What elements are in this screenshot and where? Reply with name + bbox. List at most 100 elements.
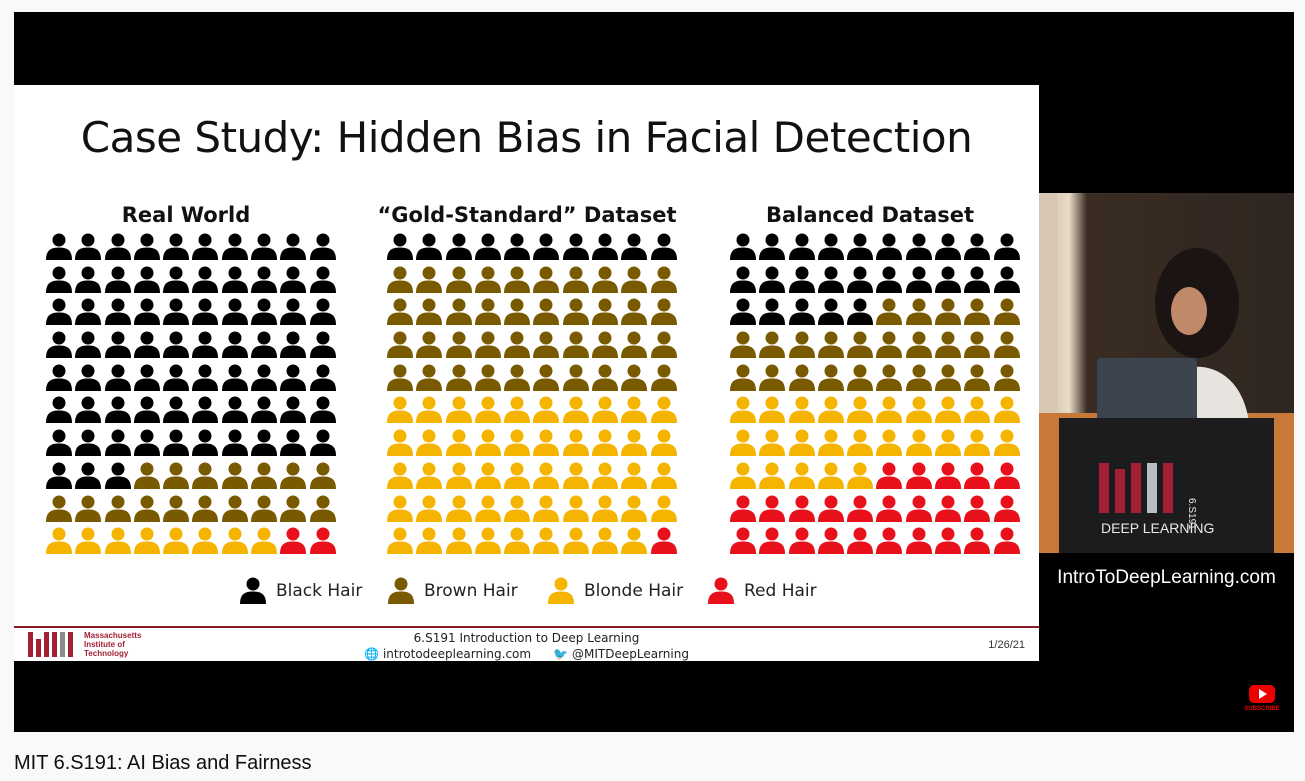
person-blonde-hair-icon xyxy=(504,527,531,555)
person-red-hair-icon xyxy=(280,527,307,555)
person-blonde-hair-icon xyxy=(905,429,932,457)
podium-text: DEEP LEARNING xyxy=(1101,520,1214,536)
person-blonde-hair-icon xyxy=(104,527,131,555)
person-black-hair-icon xyxy=(280,331,307,359)
person-black-hair-icon xyxy=(46,396,72,424)
person-blonde-hair-icon xyxy=(730,462,756,489)
person-black-hair-icon xyxy=(46,331,72,359)
video-player[interactable]: Case Study: Hidden Bias in Facial Detect… xyxy=(14,12,1294,732)
person-blonde-hair-icon xyxy=(993,396,1020,424)
person-blonde-hair-icon xyxy=(133,527,160,555)
legend-label: Blonde Hair xyxy=(584,580,684,601)
person-brown-hair-icon xyxy=(905,364,932,391)
person-black-hair-icon xyxy=(621,233,648,260)
subscribe-button[interactable]: SUBSCRIBE xyxy=(1242,685,1282,712)
person-black-hair-icon xyxy=(221,298,248,326)
person-black-hair-icon xyxy=(104,396,131,424)
person-red-hair-icon xyxy=(935,495,962,522)
person-brown-hair-icon xyxy=(993,298,1020,326)
person-black-hair-icon xyxy=(562,233,589,260)
person-blonde-hair-icon xyxy=(788,429,815,457)
person-brown-hair-icon xyxy=(847,331,874,359)
person-black-hair-icon xyxy=(75,266,102,293)
person-brown-hair-icon xyxy=(309,495,336,522)
person-black-hair-icon xyxy=(847,266,874,293)
person-black-hair-icon xyxy=(788,298,815,326)
person-red-hair-icon xyxy=(876,527,903,555)
person-brown-hair-icon xyxy=(387,298,413,326)
person-black-hair-icon xyxy=(280,298,307,326)
person-black-hair-icon xyxy=(75,331,102,359)
person-blonde-hair-icon xyxy=(817,429,844,457)
person-blonde-hair-icon xyxy=(847,462,874,489)
person-brown-hair-icon xyxy=(533,331,560,359)
person-brown-hair-icon xyxy=(905,331,932,359)
person-red-hair-icon xyxy=(650,527,677,555)
person-black-hair-icon xyxy=(251,364,278,391)
person-brown-hair-icon xyxy=(75,495,102,522)
panel-balanced-dataset: Balanced Dataset xyxy=(720,201,1020,560)
person-black-hair-icon xyxy=(309,364,336,391)
person-black-hair-icon xyxy=(163,298,190,326)
panel-title: Balanced Dataset xyxy=(765,203,975,227)
person-black-hair-icon xyxy=(876,266,903,293)
person-black-hair-icon xyxy=(133,331,160,359)
panel-title: “Gold-Standard” Dataset xyxy=(377,203,677,227)
person-black-hair-icon xyxy=(192,298,219,326)
subscribe-label: SUBSCRIBE xyxy=(1244,706,1280,712)
mit-logo-mark xyxy=(28,632,76,657)
person-brown-hair-icon xyxy=(935,298,962,326)
person-red-hair-icon xyxy=(993,462,1020,489)
globe-icon: 🌐 xyxy=(364,647,379,661)
panel-gold-standard-dataset: “Gold-Standard” Dataset xyxy=(377,201,677,560)
person-blonde-hair-icon xyxy=(504,495,531,522)
person-black-hair-icon xyxy=(133,298,160,326)
person-black-hair-icon xyxy=(788,266,815,293)
person-black-hair-icon xyxy=(133,233,160,260)
person-blonde-hair-icon xyxy=(474,495,501,522)
person-black-hair-icon xyxy=(309,331,336,359)
person-brown-hair-icon xyxy=(905,298,932,326)
person-brown-hair-icon xyxy=(562,298,589,326)
person-blonde-hair-icon xyxy=(788,396,815,424)
person-black-hair-icon xyxy=(964,266,991,293)
person-blonde-hair-icon xyxy=(533,429,560,457)
person-brown-hair-icon xyxy=(474,298,501,326)
person-black-hair-icon xyxy=(163,429,190,457)
person-brown-hair-icon xyxy=(730,364,756,391)
person-brown-hair-icon xyxy=(163,495,190,522)
twitter-bird-icon: 🐦 xyxy=(553,647,569,661)
person-brown-hair-icon xyxy=(445,364,472,391)
person-blonde-hair-icon xyxy=(533,462,560,489)
person-red-hair-icon xyxy=(759,495,786,522)
person-black-hair-icon xyxy=(993,233,1020,260)
person-blonde-hair-icon xyxy=(964,429,991,457)
person-black-hair-icon xyxy=(104,364,131,391)
person-brown-hair-icon xyxy=(847,364,874,391)
person-blonde-hair-icon xyxy=(75,527,102,555)
person-black-hair-icon xyxy=(75,298,102,326)
person-red-hair-icon xyxy=(993,495,1020,522)
person-black-hair-icon xyxy=(309,429,336,457)
person-black-hair-icon xyxy=(46,298,72,326)
person-brown-hair-icon xyxy=(876,364,903,391)
person-blonde-hair-icon xyxy=(445,429,472,457)
person-blonde-hair-icon xyxy=(621,396,648,424)
person-black-hair-icon xyxy=(221,364,248,391)
person-blonde-hair-icon xyxy=(416,462,443,489)
person-blonde-hair-icon xyxy=(387,462,413,489)
person-red-hair-icon xyxy=(788,495,815,522)
person-black-hair-icon xyxy=(730,233,756,260)
person-blonde-hair-icon xyxy=(387,495,413,522)
person-blonde-hair-icon xyxy=(650,495,677,522)
person-blonde-hair-icon xyxy=(905,396,932,424)
person-blonde-hair-icon xyxy=(504,396,531,424)
person-black-hair-icon xyxy=(309,396,336,424)
person-black-hair-icon xyxy=(75,233,102,260)
person-black-hair-icon xyxy=(309,298,336,326)
person-brown-hair-icon xyxy=(533,364,560,391)
person-black-hair-icon xyxy=(192,266,219,293)
person-black-hair-icon xyxy=(75,396,102,424)
person-brown-hair-icon xyxy=(562,331,589,359)
person-brown-hair-icon xyxy=(621,298,648,326)
